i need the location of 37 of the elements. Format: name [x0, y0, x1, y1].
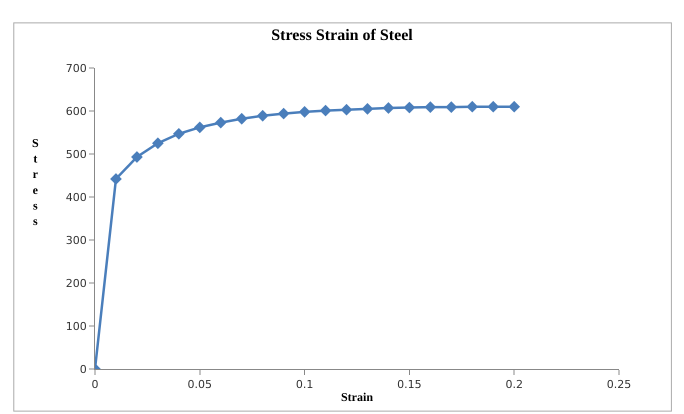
point	[362, 103, 374, 115]
point	[340, 104, 352, 116]
point	[256, 110, 269, 122]
x-axis-title: Strain	[340, 390, 374, 404]
x-tick-label: 0.2	[505, 378, 523, 392]
y-tick-label: 500	[66, 148, 87, 161]
chart-title: Stress Strain of Steel	[271, 27, 414, 44]
x-tick-label: 0.05	[188, 378, 212, 392]
point	[382, 102, 394, 114]
point	[487, 100, 500, 113]
point	[508, 100, 520, 113]
point	[172, 128, 185, 140]
y-tick-label: 600	[66, 104, 87, 118]
point	[152, 137, 164, 150]
y-tick-label: 400	[66, 190, 87, 204]
point	[466, 100, 478, 113]
x-tick-label: 0.15	[397, 378, 422, 392]
point	[424, 101, 436, 113]
point	[110, 173, 122, 185]
point	[404, 102, 416, 114]
point	[194, 121, 206, 134]
point	[320, 104, 332, 116]
x-tick-label: 0.1	[296, 378, 314, 392]
y-tick-label: 700	[66, 62, 87, 75]
point	[278, 108, 290, 120]
point	[236, 112, 248, 125]
point	[131, 151, 143, 163]
x-tick-label: 0.25	[606, 378, 632, 392]
y-tick-label: 200	[66, 276, 87, 290]
y-axis-title: Stress	[32, 136, 39, 228]
point	[445, 101, 458, 113]
point	[298, 106, 310, 118]
x-tick-label: 0	[92, 378, 98, 392]
y-tick-label: 300	[66, 234, 87, 247]
y-tick-label: 0	[80, 362, 87, 376]
point	[214, 116, 227, 128]
y-tick-label: 100	[66, 320, 87, 333]
